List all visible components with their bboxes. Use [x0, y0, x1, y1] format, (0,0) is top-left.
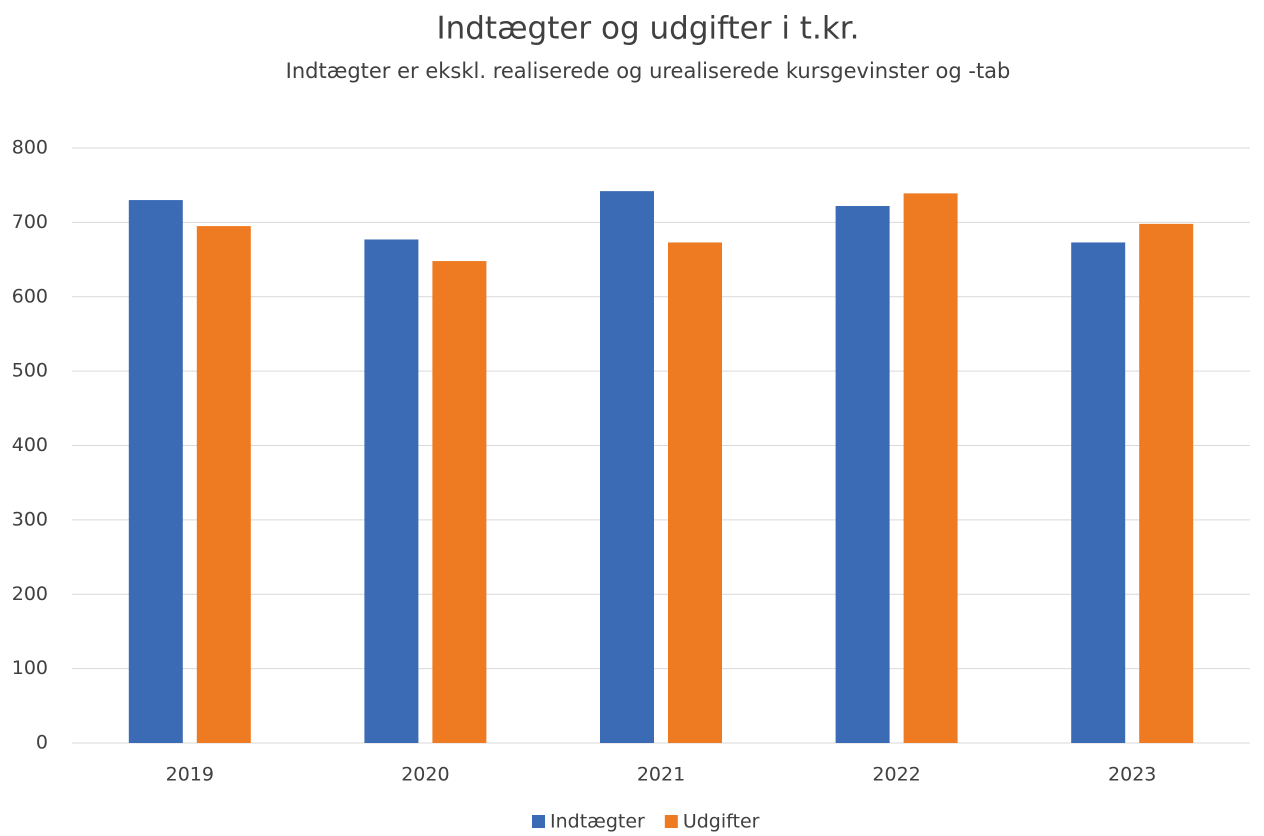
- x-tick-label: 2021: [637, 764, 685, 786]
- bar: [128, 200, 183, 743]
- bar: [1139, 223, 1194, 744]
- y-tick-label: 700: [12, 211, 48, 233]
- bar: [600, 191, 654, 743]
- bar: [1071, 242, 1126, 744]
- legend-swatch: [664, 815, 678, 828]
- legend-swatch: [532, 815, 545, 828]
- legend-label: Indtægter: [550, 811, 645, 833]
- x-tick-label: 2020: [401, 764, 449, 786]
- x-tick-label: 2023: [1108, 764, 1156, 786]
- bar: [432, 261, 487, 743]
- bar: [668, 242, 722, 744]
- y-tick-label: 100: [12, 657, 48, 679]
- y-tick-label: 300: [12, 508, 48, 530]
- x-tick-label: 2022: [872, 764, 920, 786]
- y-tick-label: 400: [12, 434, 48, 456]
- bar: [364, 239, 419, 743]
- y-tick-label: 800: [12, 137, 48, 159]
- y-tick-label: 200: [12, 583, 48, 605]
- y-tick-label: 0: [36, 732, 48, 754]
- x-tick-label: 2019: [166, 764, 214, 786]
- bar: [835, 206, 890, 743]
- bar: [196, 226, 251, 743]
- bar: [903, 193, 958, 743]
- chart-subtitle: Indtægter er ekskl. realiserede og ureal…: [286, 59, 1011, 83]
- y-tick-label: 500: [12, 360, 48, 382]
- legend-label: Udgifter: [683, 811, 760, 833]
- chart-title: Indtægter og udgifter i t.kr.: [436, 11, 859, 47]
- y-tick-label: 600: [12, 285, 48, 307]
